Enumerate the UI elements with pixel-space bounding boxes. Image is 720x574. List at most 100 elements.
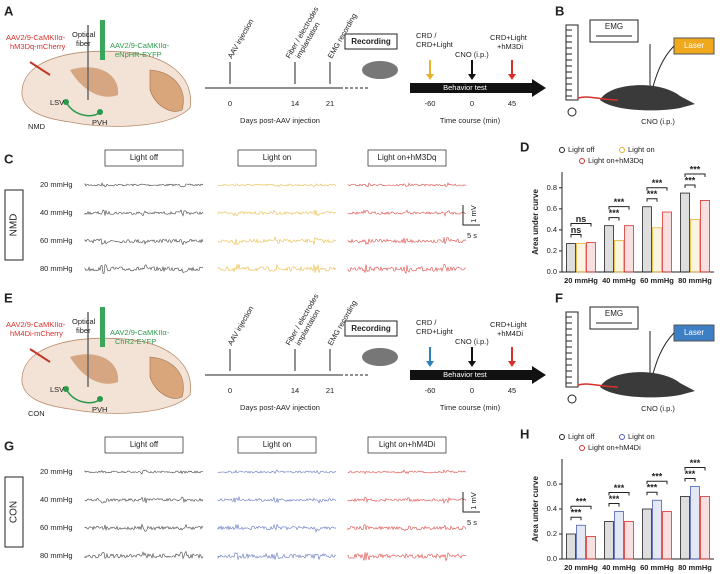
legend-marker [579, 445, 585, 451]
y-tick-label: 0.4 [547, 504, 557, 513]
mouse-body [600, 372, 695, 398]
catheter [577, 96, 619, 101]
laser-label: Laser [684, 328, 704, 337]
minute-label: 45 [508, 386, 516, 395]
ruler [565, 311, 579, 388]
bar [566, 533, 576, 560]
emg-trace [84, 264, 204, 274]
fiber-label: Optical [72, 30, 96, 39]
scale-bar [462, 205, 480, 226]
bar [652, 227, 662, 273]
sig-label: ns [576, 214, 587, 224]
emg-trace [84, 238, 204, 246]
balloon [567, 394, 577, 404]
sig-label: ns [571, 225, 582, 235]
day-label: 21 [326, 99, 334, 108]
course-head [426, 361, 434, 367]
bar [680, 192, 690, 273]
condition-box [367, 149, 447, 167]
y-tick-label: 0.8 [547, 183, 557, 192]
emg-trace [217, 523, 337, 533]
bar [604, 225, 614, 273]
sig-label: *** [685, 469, 696, 479]
scale-bar [462, 492, 480, 513]
bar [624, 521, 634, 560]
panel-label: E [4, 290, 13, 305]
minute-label: 45 [508, 99, 516, 108]
row-label: 80 mmHg [40, 551, 73, 560]
condition-box [237, 149, 317, 167]
sig-bracket [646, 480, 668, 485]
emg-trace [347, 209, 467, 217]
emg-trace [84, 550, 204, 560]
condition-label: Light off [130, 153, 159, 162]
lsv-site [63, 386, 69, 392]
sig-bracket [646, 187, 668, 191]
sig-label: *** [609, 494, 620, 504]
sig-bracket [570, 234, 582, 238]
emg-label: EMG [605, 309, 623, 318]
legend-label: Light on [628, 432, 655, 441]
y-tick-label: 0.6 [547, 479, 557, 488]
bar [576, 243, 586, 273]
balloon [567, 107, 577, 117]
laser-label: Laser [684, 41, 704, 50]
bar [614, 240, 624, 273]
panel-label: D [520, 139, 529, 154]
emg-trace [217, 469, 337, 475]
group-label: CON [28, 409, 45, 418]
bar [642, 206, 652, 273]
sig-label: *** [690, 458, 701, 468]
sig-label: *** [652, 472, 663, 482]
day-label: 14 [291, 386, 299, 395]
legend-label: Light on [628, 145, 655, 154]
x-tick-label: 20 mmHg [564, 563, 598, 572]
cerebellum [149, 356, 184, 399]
course-label: +hM3Di [497, 42, 523, 51]
row-label: 40 mmHg [40, 495, 73, 504]
bar [642, 508, 652, 560]
axis-title: Time course (min) [440, 116, 501, 125]
axis-title: Time course (min) [440, 403, 501, 412]
sig-label: *** [647, 483, 658, 493]
group-label: NMD [28, 122, 46, 131]
bar [690, 486, 700, 560]
legend-label: Light on+hM4Di [588, 443, 641, 452]
row-label: 60 mmHg [40, 236, 73, 245]
panel-label: F [555, 290, 563, 305]
sig-bracket [570, 505, 592, 510]
row-label: 40 mmHg [40, 208, 73, 217]
scale-label: 1 mV [469, 492, 478, 510]
condition-label: Light off [130, 440, 159, 449]
y-axis-title: Area under curve [531, 476, 540, 542]
sig-label: *** [609, 208, 620, 218]
axis-title: Days post-AAV injection [240, 116, 320, 125]
sig-label: *** [647, 189, 658, 199]
axis-title: Days post-AAV injection [240, 403, 320, 412]
bar [604, 521, 614, 560]
emg-trace [217, 209, 336, 217]
day-label: 0 [228, 386, 232, 395]
group-box [4, 476, 24, 548]
scale-label: 1 mV [469, 205, 478, 223]
recording-box [344, 33, 398, 50]
group-box [4, 189, 24, 261]
emg-trace [217, 183, 337, 188]
sig-label: *** [690, 164, 701, 174]
emg-trace [347, 237, 467, 245]
course-label: +hM4Di [497, 329, 523, 338]
sig-bracket [684, 184, 696, 189]
cno-label: CNO (i.p.) [641, 404, 675, 413]
x-tick-label: 20 mmHg [564, 276, 598, 285]
emg-trace [84, 209, 204, 217]
mouse-body [600, 85, 695, 111]
course-label: CRD+Light [416, 40, 454, 49]
cable [649, 44, 675, 91]
condition-label: Light on [263, 440, 291, 449]
condition-box [104, 436, 184, 454]
emg-trace [217, 236, 337, 246]
recording-label: Recording [351, 37, 391, 46]
minute-label: 0 [470, 99, 474, 108]
course-head [426, 74, 434, 80]
